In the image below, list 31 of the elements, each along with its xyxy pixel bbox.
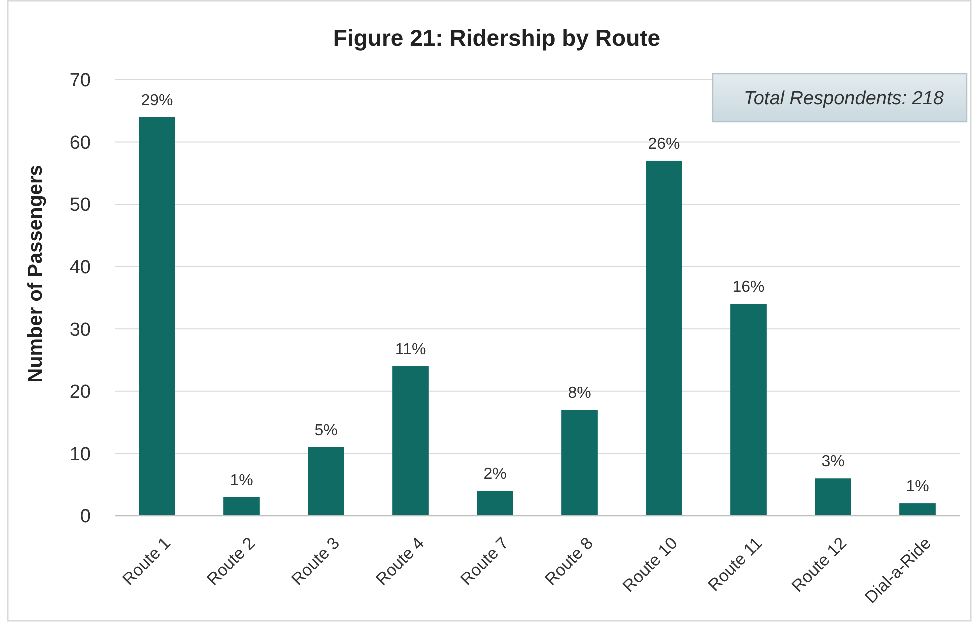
y-tick-label: 40: [70, 258, 91, 279]
y-tick-label: 70: [70, 70, 91, 92]
y-axis-title: Number of Passengers: [25, 165, 47, 383]
y-tick-label: 30: [70, 320, 91, 341]
y-tick-label: 10: [70, 444, 91, 466]
annotation: 16%: [732, 279, 765, 296]
annotation: 26%: [648, 136, 680, 153]
bar: [815, 478, 852, 516]
annotation: 8%: [568, 385, 592, 402]
annotation: Total Respondents: 218: [744, 88, 944, 110]
annotation: 2%: [484, 466, 507, 484]
y-tick-label: 50: [70, 195, 91, 216]
bar: [139, 117, 176, 516]
y-tick-label: 20: [70, 382, 91, 404]
bar: [392, 366, 429, 516]
annotation: 11%: [395, 342, 426, 359]
y-tick-label: 0: [80, 506, 91, 528]
bar: [900, 504, 936, 516]
annotation: 1%: [230, 472, 254, 490]
annotation: 29%: [141, 92, 174, 110]
annotation: 5%: [314, 422, 338, 440]
bar: [308, 447, 344, 516]
chart-title: Figure 21: Ridership by Route: [333, 25, 661, 51]
annotation: 1%: [906, 478, 930, 496]
bar: [646, 160, 682, 516]
bar: [477, 491, 514, 516]
y-tick-label: 60: [70, 132, 91, 154]
bar: [562, 410, 598, 516]
bar: [730, 304, 767, 516]
annotation: 3%: [822, 454, 845, 471]
bar: [224, 497, 260, 516]
